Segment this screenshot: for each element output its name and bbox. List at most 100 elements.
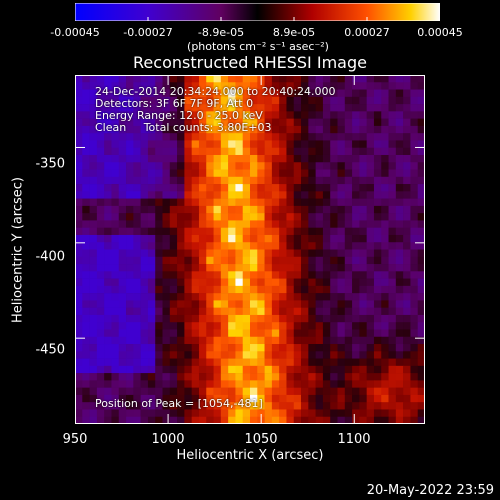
heatmap-cell [250, 358, 258, 367]
heatmap-cell [213, 154, 222, 163]
heatmap-cell [308, 322, 316, 330]
heatmap-cell [395, 256, 404, 265]
heatmap-cell [286, 162, 295, 170]
heatmap-cell [155, 133, 163, 141]
heatmap-cell [118, 373, 127, 381]
heatmap-cell [169, 402, 178, 410]
heatmap-cell [220, 336, 229, 345]
heatmap-cell [228, 256, 236, 265]
heatmap-cell [206, 300, 214, 308]
heatmap-cell [140, 191, 149, 199]
heatmap-cell [206, 293, 214, 301]
heatmap-cell [388, 198, 397, 207]
heatmap-cell [206, 351, 214, 359]
heatmap-cell [337, 351, 346, 359]
heatmap-cell [322, 184, 331, 192]
heatmap-cell [111, 198, 120, 207]
heatmap-cell [82, 314, 90, 323]
heatmap-cell [257, 249, 265, 258]
heatmap-cell [366, 271, 375, 279]
heatmap-cell [322, 329, 331, 338]
heatmap-cell [228, 154, 236, 163]
heatmap-cell [315, 394, 324, 403]
heatmap-cell [191, 249, 200, 258]
heatmap-cell [96, 314, 105, 323]
heatmap-cell [133, 133, 141, 141]
heatmap-cell [147, 125, 156, 134]
heatmap-cell [126, 278, 134, 287]
heatmap-cell [293, 387, 302, 396]
heatmap-cell [75, 176, 83, 185]
heatmap-cell [133, 220, 141, 228]
heatmap-cell [410, 380, 419, 388]
heatmap-cell [220, 285, 229, 294]
heatmap-cell [89, 256, 98, 265]
heatmap-cell [381, 307, 389, 316]
heatmap-cell [242, 104, 251, 112]
heatmap-cell [366, 256, 375, 265]
heatmap-cell [133, 264, 141, 272]
heatmap-cell [359, 89, 367, 98]
heatmap-cell [381, 256, 389, 265]
heatmap-cell [191, 205, 200, 214]
heatmap-cell [322, 300, 331, 308]
heatmap-cell [177, 89, 185, 98]
heatmap-cell [410, 118, 419, 127]
heatmap-cell [191, 344, 200, 352]
heatmap-cell [264, 365, 273, 374]
heatmap-cell [220, 220, 229, 228]
heatmap-cell [322, 394, 331, 403]
heatmap-cell [308, 75, 316, 83]
heatmap-cell [286, 205, 295, 214]
heatmap-cell [242, 380, 251, 388]
heatmap-cell [213, 118, 222, 127]
heatmap-cell [359, 75, 367, 83]
heatmap-cell [315, 380, 324, 388]
heatmap-cell [126, 293, 134, 301]
heatmap-cell [155, 373, 163, 381]
heatmap-cell [118, 162, 127, 170]
heatmap-cell [104, 271, 112, 279]
heatmap-cell [417, 191, 425, 199]
heatmap-cell [388, 394, 397, 403]
heatmap-cell [177, 264, 185, 272]
heatmap-cell [206, 205, 214, 214]
heatmap-cell [352, 147, 360, 156]
heatmap-cell [220, 198, 229, 207]
heatmap-cell [133, 314, 141, 323]
heatmap-cell [177, 402, 185, 410]
heatmap-cell [126, 387, 134, 396]
heatmap-cell [286, 82, 295, 90]
heatmap-cell [279, 256, 287, 265]
heatmap-cell [89, 344, 98, 352]
heatmap-cell [308, 162, 316, 170]
heatmap-cell [242, 322, 251, 330]
heatmap-cell [352, 75, 360, 83]
heatmap-cell [403, 416, 411, 424]
heatmap-cell [111, 227, 120, 236]
heatmap-cell [89, 104, 98, 112]
heatmap-cell [337, 256, 346, 265]
heatmap-cell [169, 89, 178, 98]
heatmap-cell [381, 111, 389, 119]
heatmap-cell [286, 184, 295, 192]
heatmap-cell [155, 329, 163, 338]
heatmap-cell [235, 96, 244, 105]
heatmap-cell [286, 118, 295, 127]
heatmap-cell [403, 118, 411, 127]
heatmap-cell [366, 162, 375, 170]
heatmap-cell [373, 256, 382, 265]
heatmap-cell [82, 416, 90, 424]
heatmap-cell [118, 329, 127, 338]
heatmap-cell [111, 169, 120, 178]
heatmap-cell [403, 322, 411, 330]
heatmap-cell [198, 82, 207, 90]
heatmap-cell [96, 285, 105, 294]
heatmap-cell [417, 380, 425, 388]
heatmap-cell [403, 387, 411, 396]
heatmap-cell [301, 191, 309, 199]
heatmap-cell [82, 176, 90, 185]
heatmap-cell [381, 125, 389, 134]
heatmap-cell [352, 162, 360, 170]
heatmap-cell [417, 125, 425, 134]
